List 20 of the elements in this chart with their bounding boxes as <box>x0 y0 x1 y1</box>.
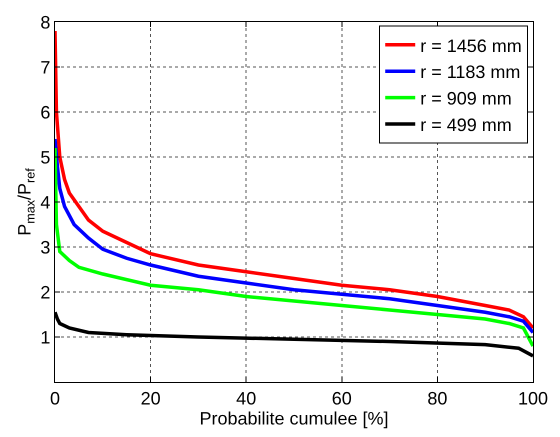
legend-label: r = 1456 mm <box>420 36 522 56</box>
line-series <box>55 29 533 330</box>
y-tick-label: 6 <box>40 102 50 122</box>
x-tick-label: 20 <box>140 388 161 409</box>
x-tick-label: 60 <box>332 388 352 409</box>
legend-label: r = 1183 mm <box>420 62 520 82</box>
legend-label: r = 499 mm <box>420 115 512 136</box>
x-tick-label: 100 <box>518 388 548 409</box>
y-tick-label: 2 <box>40 282 50 302</box>
legend-label: r = 909 mm <box>420 88 512 109</box>
y-tick-label: 3 <box>40 237 50 258</box>
y-tick-label: 8 <box>40 12 50 32</box>
x-tick-label: 0 <box>50 388 60 409</box>
y-tick-label: 1 <box>40 327 50 348</box>
y-tick-label: 7 <box>40 57 50 78</box>
x-tick-label: 80 <box>427 388 448 409</box>
y-tick-label: 4 <box>40 192 50 212</box>
x-axis-title: Probabilite cumulee [%] <box>199 408 389 429</box>
x-tick-label: 40 <box>236 388 256 409</box>
y-tick-label: 5 <box>40 147 50 168</box>
